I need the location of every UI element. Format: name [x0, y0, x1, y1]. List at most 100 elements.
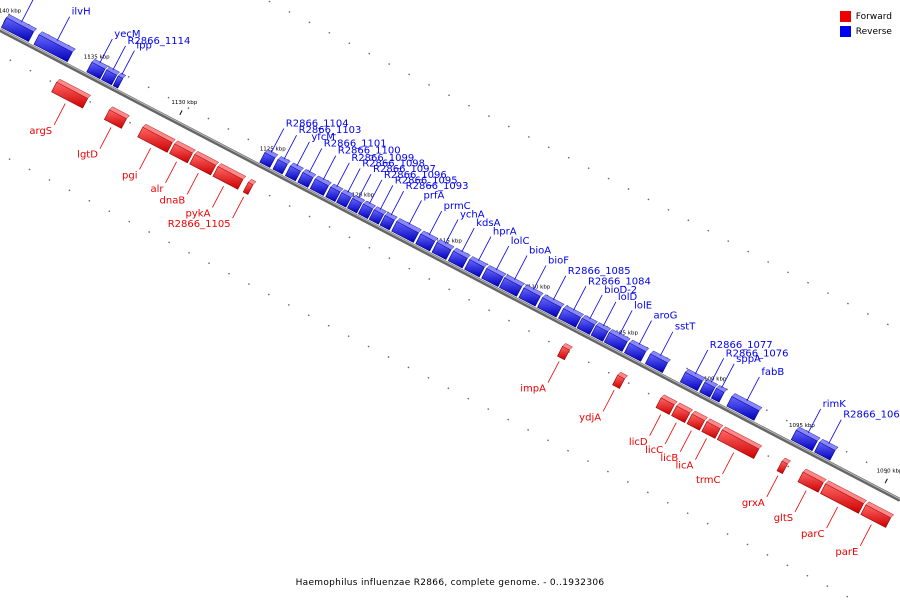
reverse-gene-leader — [112, 45, 126, 71]
scale-tick-label: 1100 kbp — [701, 377, 727, 383]
gene-bevel — [802, 468, 827, 483]
reverse-gene-leader — [347, 168, 361, 193]
reverse-gene-leader — [710, 358, 725, 383]
forward-gene-label: gltS — [774, 513, 793, 524]
reverse-gene-leader — [390, 190, 404, 216]
reverse-gene-leader — [602, 301, 617, 327]
reverse-gene-leader — [283, 135, 297, 160]
forward-gene-label: licA — [675, 461, 693, 472]
forward-gene-label: licD — [629, 437, 648, 448]
gene-bevel — [330, 183, 344, 193]
reverse-gene-leader — [721, 363, 735, 388]
reverse-gene-leader — [296, 141, 310, 167]
forward-gene-label: parE — [835, 547, 858, 558]
gene-bevel — [91, 58, 109, 70]
reverse-gene-label: yfcM — [311, 132, 335, 143]
reverse-gene-leader — [408, 200, 422, 225]
forward-gene-leader — [722, 452, 735, 475]
gene-bevel — [486, 265, 507, 278]
legend-forward-label: Forward — [855, 11, 892, 22]
gene-bevel — [825, 480, 867, 504]
reverse-gene-label: prfA — [423, 190, 444, 201]
reverse-gene-label: R2866_1114 — [127, 36, 190, 47]
reverse-gene-label: lolC — [511, 236, 530, 247]
forward-gene-leader — [602, 390, 615, 412]
genome-caption: Haemophilus influenzae R2866, complete g… — [295, 578, 605, 588]
reverse-gene-leader — [589, 294, 603, 319]
legend-reverse-label: Reverse — [855, 26, 892, 37]
gene-bevel — [352, 195, 366, 204]
reverse-gene-leader — [514, 255, 528, 280]
forward-gene-leader — [212, 186, 224, 208]
gene-bevel — [504, 274, 525, 287]
reverse-gene-label: kdsA — [476, 218, 500, 229]
gene-bevel — [716, 385, 728, 393]
gene-bevel — [396, 218, 422, 233]
gene-bevel — [704, 379, 719, 388]
gene-bevel — [731, 393, 763, 411]
reverse-gene-leader — [828, 419, 842, 444]
reverse-gene-label: lpp — [136, 41, 151, 52]
scale-tick-label: 1130 kbp — [171, 100, 197, 106]
reverse-gene-leader — [99, 38, 113, 64]
reverse-gene-leader — [619, 310, 633, 335]
guide-line — [265, 0, 900, 332]
forward-gene-leader — [232, 196, 245, 219]
reverse-gene-leader — [746, 376, 760, 402]
reverse-gene-label: R2866_1103 — [299, 125, 362, 136]
gene-bevel — [660, 394, 678, 405]
reverse-gene-leader — [573, 286, 587, 311]
gene-bevel — [109, 106, 130, 119]
scale-tick-label: 1115 kbp — [436, 238, 462, 244]
gene-bevel — [6, 14, 37, 33]
forward-gene-label: dnaB — [160, 195, 186, 206]
reverse-gene-leader — [478, 236, 492, 261]
forward-gene-leader — [679, 430, 692, 453]
forward-gene-leader — [664, 422, 677, 445]
reverse-gene-label: R2866_1084 — [588, 276, 651, 287]
scale-tick — [179, 110, 183, 116]
forward-gene-label: parC — [801, 529, 825, 540]
reverse-gene-leader — [495, 245, 510, 271]
reverse-gene-label: lolE — [634, 300, 652, 311]
reverse-gene-label: R2866_1077 — [710, 340, 773, 351]
forward-gene-leader — [766, 475, 779, 498]
reverse-gene-leader — [21, 0, 34, 23]
reverse-gene-leader — [358, 173, 372, 199]
gene-bevel — [106, 66, 120, 76]
reverse-gene-label: fabB — [761, 367, 784, 378]
gene-bevel — [523, 284, 544, 297]
reverse-gene-leader — [428, 210, 443, 236]
gene-bevel — [676, 402, 694, 414]
gene-bevel — [563, 305, 584, 318]
gene-bevel — [436, 239, 455, 250]
reverse-gene-label: sstT — [675, 322, 696, 333]
forward-gene-label: grxA — [742, 498, 765, 509]
reverse-gene-label: yecM — [114, 29, 140, 40]
gene-bevel — [608, 329, 631, 342]
reverse-gene-leader — [121, 50, 135, 75]
reverse-gene-leader — [336, 162, 350, 187]
legend: Forward Reverse — [839, 9, 892, 39]
scale-tick-label: 1140 kbp — [0, 8, 22, 14]
gene-bevel — [373, 206, 387, 215]
reverse-gene-leader — [322, 155, 337, 180]
gene-bevel — [453, 247, 471, 259]
forward-gene-leader — [826, 506, 838, 529]
reverse-gene-label: R2866_1085 — [568, 266, 631, 277]
gene-bevel — [469, 256, 488, 268]
scale-tick — [884, 478, 888, 484]
reverse-gene-leader — [308, 148, 323, 173]
forward-gene-leader — [186, 172, 199, 195]
reverse-gene-leader — [445, 219, 459, 244]
reverse-gene-leader — [461, 227, 475, 253]
reverse-gene-leader — [379, 185, 394, 210]
reverse-gene-label: R2866_1098 — [362, 158, 425, 169]
gene-bevel — [56, 78, 92, 99]
gene-bevel — [722, 426, 763, 450]
forward-gene-leader — [99, 127, 112, 149]
scale-tick-label: 1105 kbp — [612, 330, 638, 336]
reverse-gene-label: R2866_1100 — [338, 146, 401, 157]
scale-tick-label: 1090 kbp — [877, 469, 900, 475]
